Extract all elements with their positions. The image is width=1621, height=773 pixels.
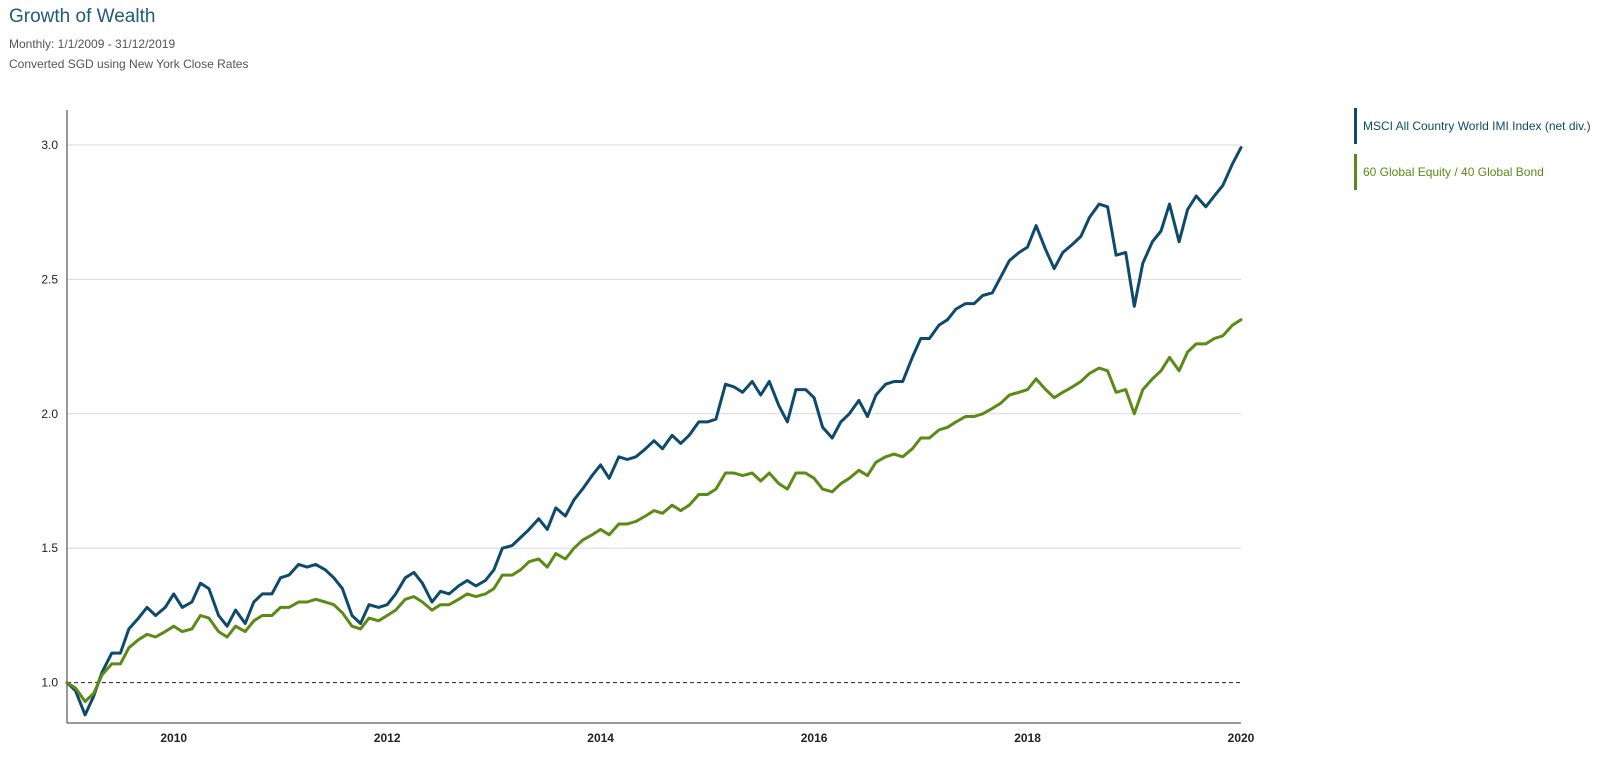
chart-header: Growth of Wealth Monthly: 1/1/2009 - 31/…: [9, 6, 248, 74]
legend-swatch-6040: [1354, 154, 1357, 190]
x-tick-label-2020: 2020: [1228, 731, 1255, 745]
chart-subtitle-period: Monthly: 1/1/2009 - 31/12/2019: [9, 37, 176, 51]
legend-item-6040[interactable]: 60 Global Equity / 40 Global Bond: [1354, 154, 1591, 190]
series-line-msci: [65, 146, 1243, 717]
chart-subtitle-currency: Converted SGD using New York Close Rates: [9, 57, 249, 71]
y-tick-label-1.0: 1.0: [41, 676, 58, 690]
series-line-6040: [65, 318, 1243, 703]
y-tick-label-2.5: 2.5: [41, 272, 58, 286]
x-tick-label-2014: 2014: [587, 731, 614, 745]
legend-swatch-msci: [1354, 108, 1357, 144]
x-tick-label-2018: 2018: [1014, 731, 1041, 745]
chart-title: Growth of Wealth: [9, 6, 156, 27]
x-tick-label-2012: 2012: [374, 731, 401, 745]
legend-item-msci[interactable]: MSCI All Country World IMI Index (net di…: [1354, 108, 1591, 144]
x-tick-label-2010: 2010: [160, 731, 187, 745]
y-tick-label-3.0: 3.0: [41, 138, 58, 152]
chart-legend: MSCI All Country World IMI Index (net di…: [1354, 108, 1591, 200]
y-tick-label-1.5: 1.5: [41, 541, 58, 555]
x-tick-label-2016: 2016: [801, 731, 828, 745]
legend-label-msci: MSCI All Country World IMI Index (net di…: [1363, 119, 1591, 133]
y-tick-label-2.0: 2.0: [41, 407, 58, 421]
legend-label-6040: 60 Global Equity / 40 Global Bond: [1363, 165, 1544, 179]
